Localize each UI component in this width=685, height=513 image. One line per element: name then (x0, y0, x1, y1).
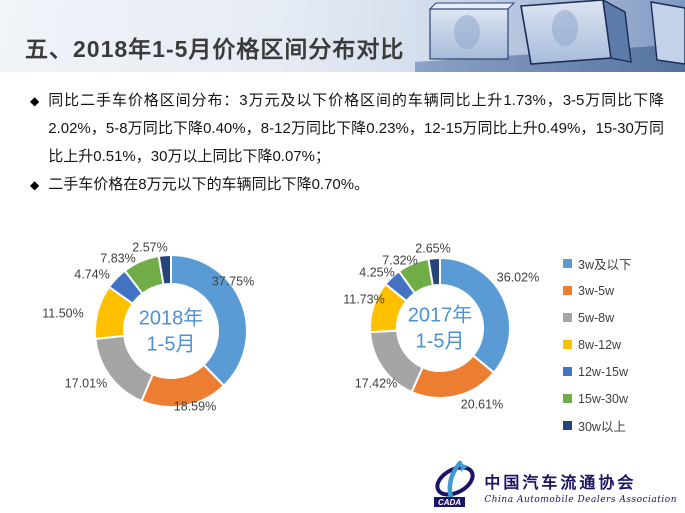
cada-logo: CADA 中国汽车流通协会 China Automobile Dealers A… (433, 460, 677, 508)
legend-swatch-icon (563, 340, 572, 349)
data-label: 7.32% (382, 253, 417, 267)
association-name-cn: 中国汽车流通协会 (484, 473, 637, 492)
legend-item: 8w-12w (563, 331, 631, 358)
donut-segment-0 (439, 257, 511, 374)
data-label: 11.50% (42, 306, 83, 320)
legend-swatch-icon (563, 367, 572, 376)
legend-swatch-icon (563, 286, 572, 295)
page-title: 五、2018年1-5月价格区间分布对比 (25, 36, 405, 62)
association-name-en: China Automobile Dealers Association (484, 495, 677, 505)
diamond-bullet-icon: ◆ (30, 178, 40, 192)
legend-label: 3w-5w (578, 283, 615, 298)
legend-label: 5w-8w (578, 310, 615, 325)
legend-item: 3w及以下 (563, 250, 631, 277)
bullet-text: 二手车价格在8万元以下的车辆同比下降0.70%。 (48, 176, 370, 193)
legend-swatch-icon (563, 421, 572, 430)
diamond-bullet-icon: ◆ (30, 94, 40, 108)
data-label: 36.02% (497, 270, 539, 284)
data-label: 4.25% (359, 265, 394, 279)
legend-label: 30w以上 (578, 420, 626, 434)
donut-segment-2 (94, 334, 154, 403)
donut-center-label: 2018年 1-5月 (139, 306, 204, 355)
donut-segment-6 (157, 254, 172, 286)
cada-acronym: CADA (438, 498, 461, 507)
donut-segment-0 (170, 254, 248, 387)
donut-chart-2017: 36.02% 20.61% 17.42% 11.73% 4.25%7.32%2.65% 2… (343, 241, 539, 411)
legend-item: 12w-15w (563, 358, 631, 385)
data-label: 18.59% (174, 399, 216, 413)
bullet-text: 同比二手车价格区间分布：3万元及以下价格区间的车辆同比上升1.73%，3-5万同… (48, 92, 664, 165)
legend-label: 12w-15w (578, 364, 629, 379)
header-cubes-decoration-icon (415, 0, 685, 72)
data-label: 4.74% (74, 267, 109, 281)
legend-swatch-icon (563, 259, 572, 268)
legend-label: 15w-30w (578, 391, 629, 406)
data-label: 17.42% (355, 376, 397, 390)
cada-logo-text: 中国汽车流通协会 China Automobile Dealers Associ… (484, 460, 677, 505)
chart-legend: 3w及以下 3w-5w 5w-8w 8w-12w 12w-15w 15w-30w 30w以上 (563, 250, 631, 439)
data-label: 2.57% (132, 240, 167, 254)
data-label: 2.65% (415, 241, 450, 255)
legend-item: 3w-5w (563, 277, 631, 304)
donut-segment-1 (410, 354, 495, 399)
bullet-list: ◆ 同比二手车价格区间分布：3万元及以下价格区间的车辆同比上升1.73%，3-5… (30, 87, 664, 199)
data-label: 11.73% (343, 292, 384, 306)
legend-swatch-icon (563, 313, 572, 322)
donut-segment-6 (427, 257, 441, 287)
legend-label: 8w-12w (578, 337, 622, 352)
legend-item: 30w以上 (563, 412, 631, 439)
cada-logo-icon: CADA (434, 460, 475, 508)
data-label: 37.75% (212, 274, 254, 288)
data-label: 7.83% (100, 251, 135, 265)
bullet-item: ◆ 二手车价格在8万元以下的车辆同比下降0.70%。 (30, 171, 664, 199)
data-label: 20.61% (461, 397, 503, 411)
slide-header: 五、2018年1-5月价格区间分布对比 (0, 0, 685, 72)
donut-center-label: 2017年 1-5月 (408, 303, 473, 352)
donut-chart-2018: 37.75% 18.59% 17.01% 11.50% 4.74% 7.83%2.57% 2… (42, 240, 254, 413)
bullet-item: ◆ 同比二手车价格区间分布：3万元及以下价格区间的车辆同比上升1.73%，3-5… (30, 87, 664, 171)
legend-swatch-icon (563, 394, 572, 403)
legend-item: 5w-8w (563, 304, 631, 331)
legend-item: 15w-30w (563, 385, 631, 412)
legend-label: 3w及以下 (578, 258, 632, 272)
data-label: 17.01% (65, 376, 107, 390)
